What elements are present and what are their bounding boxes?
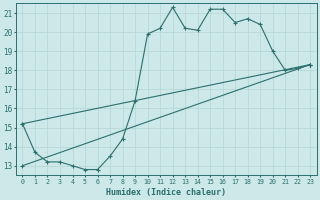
X-axis label: Humidex (Indice chaleur): Humidex (Indice chaleur) xyxy=(106,188,226,197)
